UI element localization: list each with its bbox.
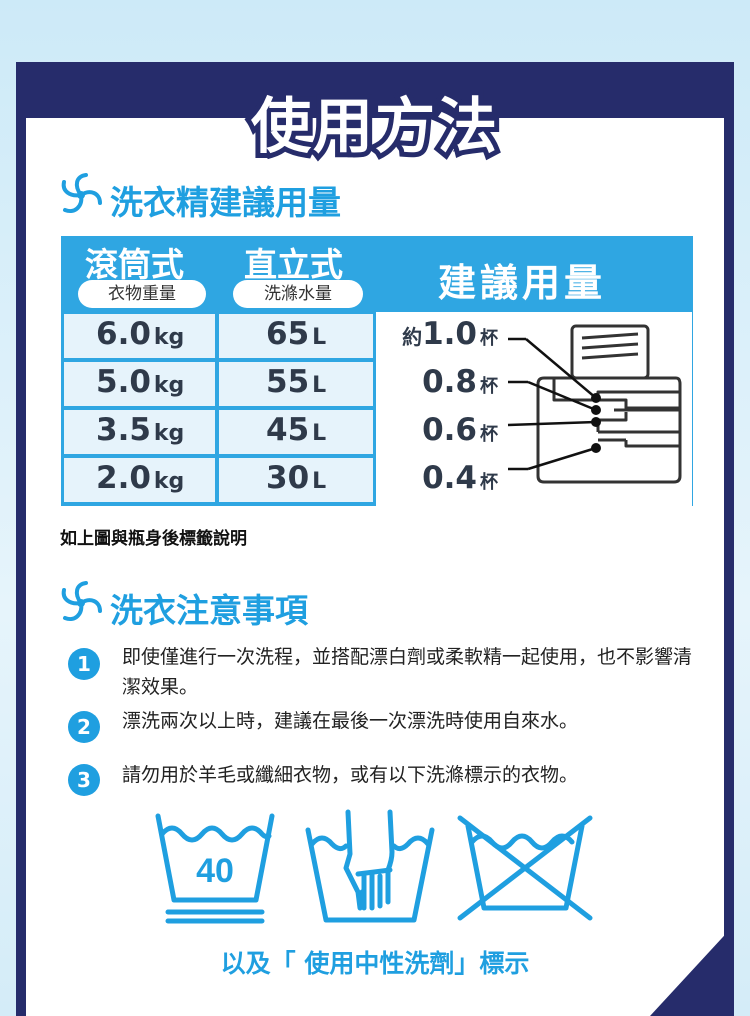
section-title-dosage: 洗衣精建議用量 bbox=[110, 183, 341, 222]
corner-fold bbox=[650, 925, 734, 1016]
water-cell bbox=[219, 314, 373, 358]
item-number: 2 bbox=[68, 711, 100, 743]
weight-cell bbox=[64, 458, 215, 502]
col-topload-title: 直立式 bbox=[244, 245, 343, 284]
bottle-measure-icon bbox=[376, 312, 692, 506]
hand-wash-icon bbox=[305, 809, 435, 923]
weight-value: 5.0 kg bbox=[96, 364, 185, 400]
dose-value: 約1.0 杯 bbox=[402, 316, 498, 352]
page-title: 使用方法 bbox=[246, 87, 502, 167]
water-cell bbox=[219, 410, 373, 454]
wash-40-icon: 40 bbox=[155, 813, 275, 924]
do-not-wash-icon bbox=[457, 815, 593, 921]
item-number: 3 bbox=[68, 764, 100, 796]
weight-cell bbox=[64, 314, 215, 358]
col-drum-title: 滾筒式 bbox=[85, 245, 184, 284]
caution-item: 漂洗兩次以上時，建議在最後一次漂洗時使用自來水。 bbox=[122, 710, 579, 732]
flower-icon bbox=[61, 581, 102, 621]
col-drum-subtitle: 衣物重量 bbox=[78, 280, 206, 308]
weight-value: 2.0 kg bbox=[96, 460, 185, 496]
water-cell bbox=[219, 458, 373, 502]
col-topload-subtitle: 洗滌水量 bbox=[233, 280, 363, 308]
dose-value: 0.8 杯 bbox=[422, 364, 498, 400]
weight-value: 3.5 kg bbox=[96, 412, 185, 448]
dose-value: 0.4 杯 bbox=[422, 460, 498, 496]
weight-cell bbox=[64, 362, 215, 406]
weight-value: 6.0 kg bbox=[96, 316, 185, 352]
footer-note: 以及「 使用中性洗劑」標示 bbox=[220, 949, 530, 978]
water-value: 55 L bbox=[266, 364, 327, 400]
caution-item: 請勿用於羊毛或纖細衣物，或有以下洗滌標示的衣物。 bbox=[122, 764, 579, 786]
caution-item: 即使僅進行一次洗程，並搭配漂白劑或柔軟精一起使用，也不影響清潔效果。 bbox=[122, 646, 693, 698]
section-title-cautions: 洗衣注意事項 bbox=[110, 591, 308, 630]
col-dosage-title: 建議用量 bbox=[438, 261, 607, 305]
weight-cell bbox=[64, 410, 215, 454]
item-number: 1 bbox=[68, 648, 100, 680]
water-value: 30 L bbox=[266, 460, 327, 496]
flower-icon bbox=[61, 173, 102, 213]
wash-temp-label: 40 bbox=[196, 852, 234, 890]
water-cell bbox=[219, 362, 373, 406]
water-value: 45 L bbox=[266, 412, 327, 448]
dosage-note: 如上圖與瓶身後標籤說明 bbox=[60, 529, 247, 549]
water-value: 65 L bbox=[266, 316, 327, 352]
dose-value: 0.6 杯 bbox=[422, 412, 498, 448]
